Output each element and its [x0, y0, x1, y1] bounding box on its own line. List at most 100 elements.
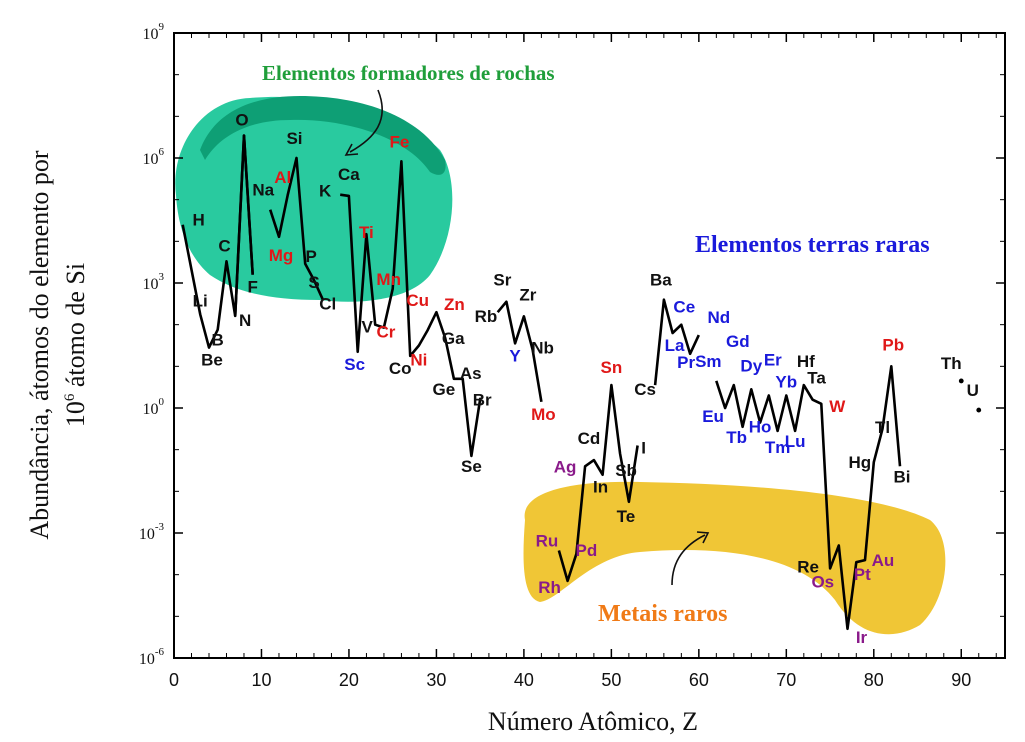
- element-label-au: Au: [872, 551, 895, 570]
- y-tick-exp: 0: [159, 396, 165, 408]
- axis-ticks: [173, 32, 1005, 659]
- element-label-li: Li: [193, 291, 208, 310]
- element-label-ti: Ti: [359, 223, 374, 242]
- abundance-series: [181, 134, 902, 631]
- element-label-ce: Ce: [673, 298, 695, 317]
- element-label-pr: Pr: [677, 353, 695, 372]
- element-label-nb: Nb: [531, 339, 554, 358]
- rare-metals-region-shape: [523, 481, 946, 635]
- element-label-sm: Sm: [695, 352, 721, 371]
- element-label-k: K: [319, 182, 332, 201]
- element-label-sb: Sb: [615, 461, 637, 480]
- element-label-rh: Rh: [538, 578, 561, 597]
- x-tick-label: 10: [251, 670, 271, 690]
- element-label-cu: Cu: [406, 291, 429, 310]
- y-tick-base: 10: [143, 276, 159, 293]
- y-tick-exp: 3: [159, 271, 165, 283]
- y-tick-base: 10: [139, 526, 155, 543]
- y-tick-exp: -6: [155, 646, 165, 658]
- abundance-line-segment: [268, 156, 325, 301]
- element-label-te: Te: [617, 507, 636, 526]
- element-label-i: I: [641, 439, 646, 458]
- y-tick-label: 10-3: [139, 521, 165, 543]
- element-label-ca: Ca: [338, 165, 360, 184]
- rock-forming-region-top: [200, 96, 446, 175]
- element-label-v: V: [362, 318, 374, 337]
- element-label-yb: Yb: [775, 373, 797, 392]
- element-label-er: Er: [764, 351, 782, 370]
- element-label-zn: Zn: [444, 295, 465, 314]
- element-label-ru: Ru: [536, 532, 559, 551]
- element-label-u: U: [967, 381, 979, 400]
- plot-frame: [173, 32, 1006, 659]
- element-label-eu: Eu: [702, 407, 724, 426]
- element-label-se: Se: [461, 457, 482, 476]
- element-label-fe: Fe: [389, 132, 409, 151]
- element-label-ho: Ho: [749, 418, 772, 437]
- element-label-nd: Nd: [707, 308, 730, 327]
- y-tick-base: 10: [143, 151, 159, 168]
- element-label-ge: Ge: [433, 380, 456, 399]
- isolated-points: [958, 378, 982, 413]
- x-axis-title: Número Atômico, Z: [488, 707, 698, 736]
- y-axis-title: Abundância, átomos do elemento por 106 á…: [25, 150, 90, 540]
- y-tick-label: 106: [143, 146, 165, 168]
- element-label-co: Co: [389, 359, 412, 378]
- y-axis-title-line2-text: átomo de Si: [61, 263, 90, 387]
- element-label-ga: Ga: [442, 329, 465, 348]
- abundance-line-segment: [496, 300, 543, 403]
- element-label-pd: Pd: [576, 541, 598, 560]
- rock-forming-region: [175, 96, 453, 302]
- element-label-cs: Cs: [634, 380, 656, 399]
- rare-metals-arrow: [671, 534, 706, 586]
- element-label-ag: Ag: [554, 457, 577, 476]
- element-label-zr: Zr: [519, 285, 536, 304]
- element-label-ni: Ni: [410, 351, 427, 370]
- y-axis-title-line2-base: 10: [61, 401, 90, 427]
- abundance-point: [976, 407, 982, 413]
- element-label-w: W: [829, 397, 846, 416]
- element-label-sr: Sr: [493, 271, 511, 290]
- element-label-hf: Hf: [797, 352, 815, 371]
- abundance-point: [958, 378, 964, 384]
- abundance-line-segment: [715, 364, 902, 631]
- element-label-tl: Tl: [875, 418, 890, 437]
- rock-forming-annotation: Elementos formadores de rochas: [262, 61, 555, 85]
- y-axis-title-line1: Abundância, átomos do elemento por: [25, 150, 54, 540]
- element-label-tm: Tm: [765, 438, 791, 457]
- element-label-cr: Cr: [376, 323, 395, 342]
- element-label-tb: Tb: [726, 428, 747, 447]
- element-label-cd: Cd: [578, 429, 601, 448]
- x-tick-label: 70: [776, 670, 796, 690]
- element-label-as: As: [460, 364, 482, 383]
- y-tick-exp: 9: [159, 21, 165, 33]
- element-label-na: Na: [252, 181, 274, 200]
- abundance-line-segment: [557, 383, 639, 583]
- element-label-rb: Rb: [475, 307, 498, 326]
- element-label-re: Re: [797, 557, 819, 576]
- y-tick-base: 10: [139, 651, 155, 668]
- x-tick-label: 60: [689, 670, 709, 690]
- element-label-mo: Mo: [531, 405, 556, 424]
- x-tick-label: 90: [951, 670, 971, 690]
- rare-earths-annotation: Elementos terras raras: [695, 232, 930, 258]
- element-label-la: La: [665, 336, 685, 355]
- y-tick-base: 10: [143, 401, 159, 418]
- element-label-pb: Pb: [882, 335, 904, 354]
- y-tick-label: 100: [143, 396, 165, 418]
- x-tick-label: 20: [339, 670, 359, 690]
- element-label-bi: Bi: [894, 467, 911, 486]
- y-tick-label: 109: [143, 21, 165, 43]
- y-tick-label: 10-6: [139, 646, 165, 668]
- element-label-dy: Dy: [740, 356, 762, 375]
- abundance-line-segment: [653, 298, 700, 386]
- element-label-s: S: [308, 273, 319, 292]
- element-label-ta: Ta: [807, 369, 826, 388]
- rare-metals-arrowhead: [696, 531, 710, 544]
- rock-forming-arrowhead: [344, 143, 359, 156]
- element-label-ir: Ir: [856, 628, 868, 647]
- x-tick-label: 50: [601, 670, 621, 690]
